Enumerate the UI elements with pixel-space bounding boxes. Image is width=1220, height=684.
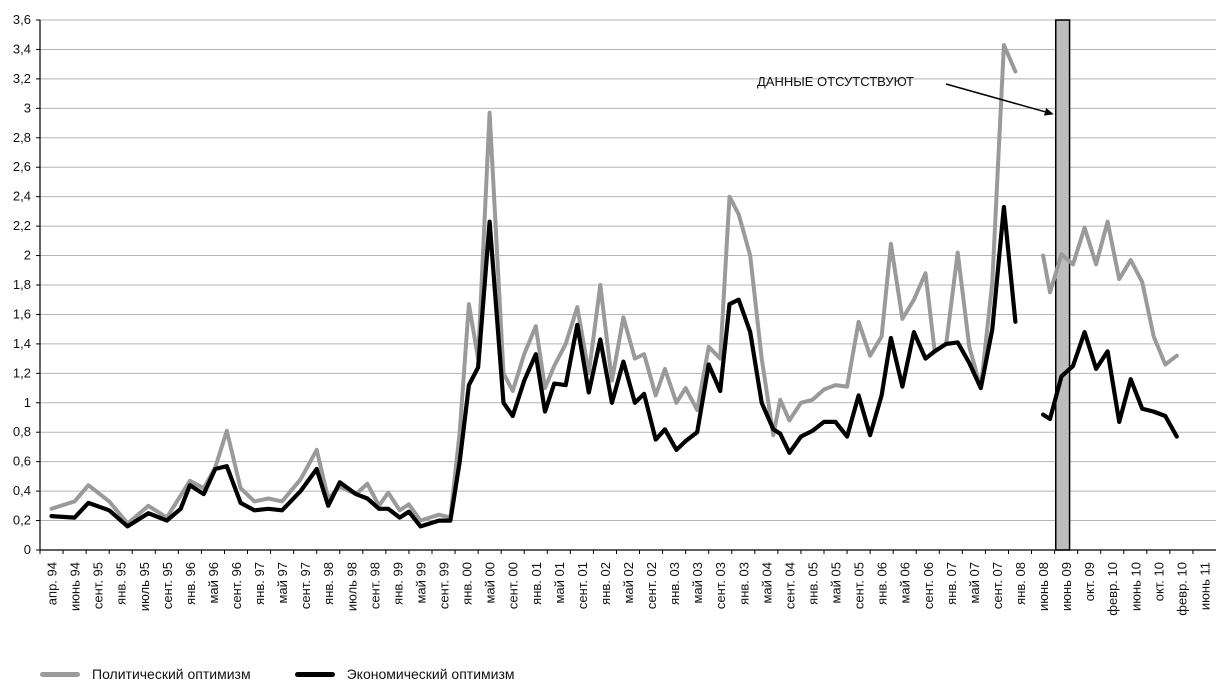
missing-data-bar <box>1054 19 1071 551</box>
annotation: ДАННЫЕ ОТСУТСТВУЮТ <box>757 74 1054 116</box>
x-tick-label: апр. 94 <box>45 562 60 605</box>
x-tick-label: февр. 10 <box>1105 562 1120 616</box>
x-tick-label: май 02 <box>621 562 636 604</box>
y-tick-label: 1,8 <box>13 277 31 292</box>
series-line-economic <box>49 204 1179 529</box>
legend: Политический оптимизм Экономический опти… <box>40 664 559 684</box>
x-tick-label: сент. 03 <box>713 562 728 609</box>
x-tick-label: янв. 99 <box>390 562 405 605</box>
x-tick-label: май 04 <box>759 562 774 604</box>
x-tick-label: янв. 07 <box>944 562 959 605</box>
x-tick-label: сент. 07 <box>990 562 1005 609</box>
y-tick-label: 0,4 <box>13 483 31 498</box>
y-tick-label: 1 <box>24 395 31 410</box>
x-tick-label: сент. 95 <box>160 562 175 609</box>
x-tick-label: май 99 <box>413 562 428 604</box>
x-tick-label: янв. 06 <box>875 562 890 605</box>
y-tick-label: 3,4 <box>13 41 31 56</box>
y-tick-label: 3,2 <box>13 71 31 86</box>
x-tick-label: июнь 10 <box>1128 562 1143 611</box>
y-tick-label: 2,2 <box>13 218 31 233</box>
x-tick-label: сент. 95 <box>91 562 106 609</box>
y-tick-label: 3,6 <box>13 12 31 27</box>
x-tick-label: май 01 <box>552 562 567 604</box>
x-tick-label: май 97 <box>275 562 290 604</box>
y-tick-label: 1,6 <box>13 306 31 321</box>
x-tick-label: янв. 97 <box>252 562 267 605</box>
series-lines <box>49 43 1179 529</box>
y-tick-label: 0,2 <box>13 513 31 528</box>
x-tick-label: сент. 05 <box>852 562 867 609</box>
missing-data-region <box>1054 19 1071 551</box>
x-tick-label: июнь 08 <box>1036 562 1051 611</box>
legend-label-political: Политический оптимизм <box>92 666 251 682</box>
x-tick-label: июль 95 <box>137 562 152 611</box>
legend-swatch-political <box>40 671 80 677</box>
x-tick-label: сент. 01 <box>575 562 590 609</box>
x-tick-label: сент. 97 <box>298 562 313 609</box>
legend-item-political: Политический оптимизм <box>40 666 251 682</box>
x-tick-label: янв. 96 <box>183 562 198 605</box>
x-tick-label: июль 98 <box>344 562 359 611</box>
x-tick-label: сент. 96 <box>229 562 244 609</box>
x-tick-label: янв. 05 <box>805 562 820 605</box>
line-chart: 0 0,2 0,4 0,6 0,8 1 1,2 1,4 1,6 1,8 2 2,2 2,4 2,6 2,8 3… <box>13 12 1216 616</box>
legend-item-economic: Экономический оптимизм <box>294 666 515 682</box>
y-tick-label: 2,8 <box>13 130 31 145</box>
y-tick-label: 1,2 <box>13 365 31 380</box>
x-tick-label: сент. 99 <box>437 562 452 609</box>
x-tick-label: май 03 <box>690 562 705 604</box>
x-tick-label: сент. 02 <box>644 562 659 609</box>
x-tick-label: окт. 10 <box>1151 562 1166 601</box>
y-tick-labels: 0 0,2 0,4 0,6 0,8 1 1,2 1,4 1,6 1,8 2 2,2 2,4 2,6 2,8 3… <box>13 12 40 557</box>
x-tick-label: янв. 03 <box>667 562 682 605</box>
x-tick-label: янв. 03 <box>736 562 751 605</box>
x-tick-label: янв. 02 <box>598 562 613 605</box>
x-tick-label: февр. 10 <box>1174 562 1189 616</box>
x-tick-label: июнь 94 <box>68 562 83 611</box>
x-tick-label: сент. 98 <box>367 562 382 609</box>
x-tick-label: май 05 <box>829 562 844 604</box>
y-tick-label: 0,8 <box>13 424 31 439</box>
x-tick-label: май 96 <box>206 562 221 604</box>
y-tick-label: 3 <box>24 100 31 115</box>
x-tick-label: окт. 09 <box>1082 562 1097 601</box>
x-tick-label: сент. 04 <box>782 562 797 609</box>
y-tick-label: 2,4 <box>13 189 31 204</box>
annotation-arrow <box>945 83 1046 113</box>
x-tick-label: сент. 00 <box>506 562 521 609</box>
x-tick-labels: апр. 94 июнь 94 сент. 95 янв. 95 июль 95 сент… <box>39 550 1212 616</box>
series-line-political <box>49 43 1179 526</box>
annotation-arrowhead <box>1043 107 1054 116</box>
legend-label-economic: Экономический оптимизм <box>346 666 515 682</box>
gridlines <box>40 19 1216 522</box>
y-tick-label: 0,6 <box>13 454 31 469</box>
x-tick-label: май 07 <box>967 562 982 604</box>
x-tick-label: янв. 08 <box>1013 562 1028 605</box>
x-tick-label: июнь 11 <box>1197 562 1212 610</box>
y-tick-label: 2 <box>24 248 31 263</box>
x-tick-label: июнь 09 <box>1059 562 1074 611</box>
legend-swatch-economic <box>294 671 335 677</box>
y-tick-label: 1,4 <box>13 336 31 351</box>
x-tick-label: янв. 01 <box>529 562 544 605</box>
y-tick-label: 2,6 <box>13 159 31 174</box>
x-tick-label: сент. 06 <box>921 562 936 609</box>
x-tick-label: янв. 98 <box>321 562 336 605</box>
x-tick-label: май 00 <box>483 562 498 604</box>
annotation-label: ДАННЫЕ ОТСУТСТВУЮТ <box>757 74 914 89</box>
x-tick-label: янв. 95 <box>114 562 129 605</box>
x-tick-label: янв. 00 <box>460 562 475 605</box>
x-tick-label: май 06 <box>898 562 913 604</box>
y-tick-label: 0 <box>24 542 31 557</box>
